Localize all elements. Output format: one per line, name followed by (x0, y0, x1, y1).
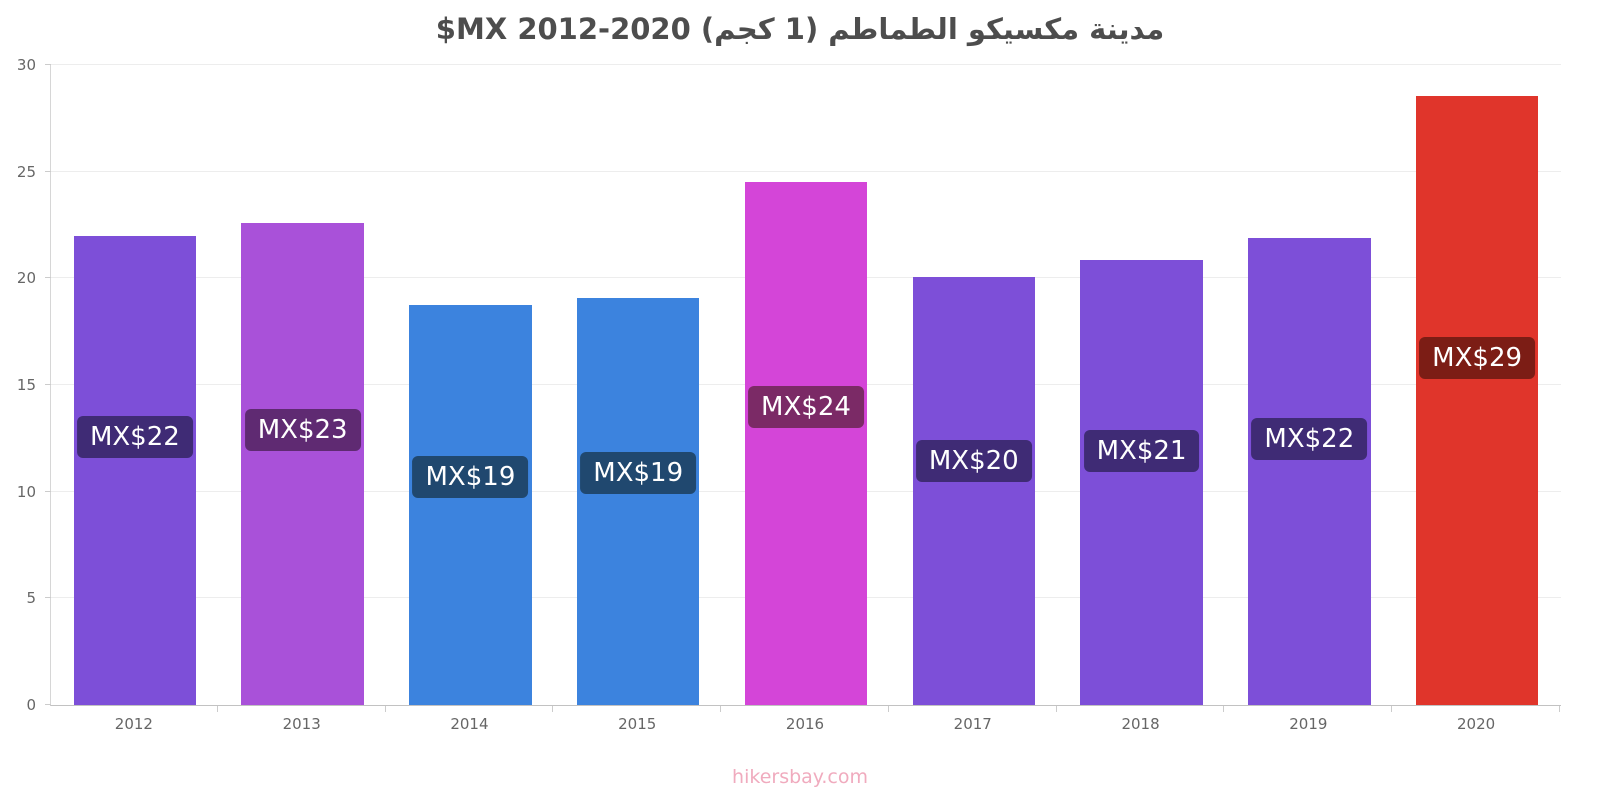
bar-2014[interactable]: MX$19 (409, 305, 532, 705)
gridline (51, 170, 1561, 172)
x-tick-mark (720, 706, 722, 712)
x-tick-mark (552, 706, 554, 712)
x-tick-mark (887, 706, 889, 712)
value-label-2015: MX$19 (580, 451, 697, 494)
bar-2019[interactable]: MX$22 (1248, 237, 1371, 705)
value-label-2019: MX$22 (1251, 417, 1368, 460)
x-tick-label-2016: 2016 (785, 715, 825, 733)
chart-title: مدينة مكسيكو الطماطم (1 كجم) 2020-2012 M… (435, 12, 1165, 46)
x-tick-mark (216, 706, 218, 712)
y-tick-mark (45, 490, 51, 492)
bar-2020[interactable]: MX$29 (1415, 95, 1539, 705)
y-tick-label: 5 (26, 589, 36, 608)
y-tick-mark (45, 597, 51, 599)
x-tick-mark (1559, 706, 1560, 712)
y-tick-mark (45, 704, 51, 705)
y-tick-mark (45, 64, 51, 65)
bar-2016[interactable]: MX$24 (744, 182, 868, 705)
y-tick-mark (45, 384, 51, 385)
value-label-2014: MX$19 (412, 456, 529, 498)
x-tick-mark (1055, 706, 1057, 712)
value-label-2017: MX$20 (915, 440, 1032, 483)
x-tick-label-2013: 2013 (282, 715, 321, 733)
x-tick-label-2017: 2017 (953, 715, 992, 733)
x-tick-label-2018: 2018 (1121, 715, 1160, 733)
y-tick-mark (45, 170, 51, 172)
value-label-2013: MX$23 (244, 409, 361, 452)
value-label-2018: MX$21 (1083, 430, 1200, 473)
y-axis: 0 5 10 15 20 25 30 (0, 56, 42, 714)
y-tick-mark (45, 277, 51, 279)
value-label-2020: MX$29 (1419, 336, 1536, 379)
gridline (51, 64, 1561, 65)
y-tick-label: 10 (16, 482, 36, 501)
x-tick-label-2019: 2019 (1289, 715, 1328, 733)
x-tick-label-2014: 2014 (450, 715, 489, 733)
footer-link[interactable]: hikersbay.com (732, 766, 868, 788)
y-tick-label: 25 (16, 162, 36, 181)
bar-2018[interactable]: MX$21 (1080, 260, 1203, 705)
y-tick-label: 15 (16, 376, 36, 394)
x-tick-label-2015: 2015 (618, 715, 657, 733)
y-tick-label: 30 (16, 56, 36, 74)
x-tick-label-2012: 2012 (114, 715, 153, 733)
x-tick-mark (1391, 706, 1393, 712)
value-label-2016: MX$24 (748, 386, 864, 429)
bar-2012[interactable]: MX$22 (73, 235, 197, 705)
x-tick-mark (1223, 706, 1225, 712)
value-label-2012: MX$22 (76, 416, 193, 459)
y-tick-label: 20 (16, 269, 36, 288)
x-tick-mark (384, 706, 386, 712)
y-tick-label: 0 (26, 696, 36, 714)
bar-2017[interactable]: MX$20 (912, 277, 1035, 705)
x-axis: 2012 2013 2014 2015 2016 2017 2018 2019 2020 (50, 706, 1560, 740)
x-tick-label-2020: 2020 (1457, 715, 1496, 733)
bar-2015[interactable]: MX$19 (576, 297, 700, 705)
plot-area: MX$22 MX$23 MX$19 MX$19 MX$24 MX$20 MX$21 MX$22… (45, 64, 1561, 706)
bar-2013[interactable]: MX$23 (241, 222, 364, 705)
